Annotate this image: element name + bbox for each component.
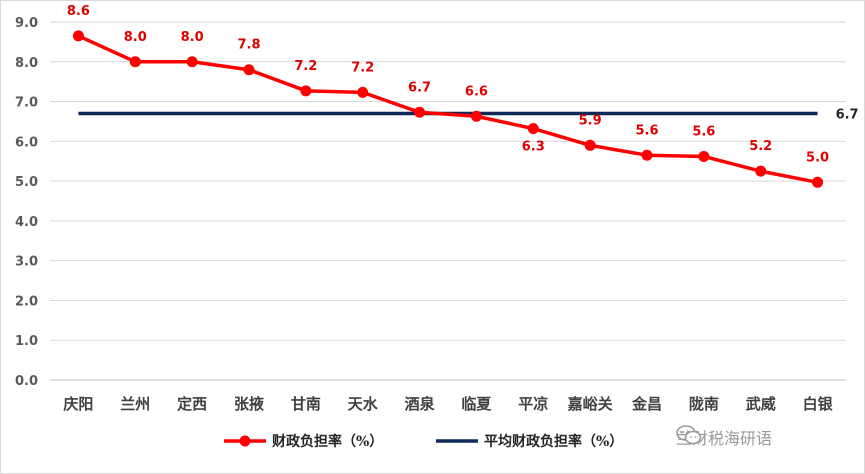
y-tick-label: 5.0	[15, 175, 38, 190]
y-tick-label: 2.0	[15, 294, 38, 309]
x-category-label: 张掖	[234, 395, 265, 413]
legend-label-average: 平均财政负担率（%）	[484, 433, 623, 450]
wechat-icon	[676, 425, 702, 445]
data-label: 7.2	[294, 59, 317, 74]
data-label: 5.6	[692, 124, 715, 139]
data-point	[357, 86, 369, 98]
y-tick-label: 0.0	[15, 374, 38, 389]
data-label: 8.6	[67, 4, 90, 19]
x-axis-categories: 庆阳 兰州 定西 张掖 甘南 天水 酒泉 临夏 平凉 嘉峪关 金昌 陇南 武威 白银	[63, 395, 833, 413]
data-label: 6.7	[408, 80, 431, 95]
x-category-label: 庆阳	[63, 395, 93, 413]
data-point	[755, 165, 767, 177]
data-point	[698, 150, 710, 162]
data-label: 7.8	[237, 38, 260, 53]
watermark: 兰财税海研语	[676, 425, 772, 449]
burden-line	[77, 34, 818, 185]
average-data-label: 6.7	[836, 107, 859, 122]
gridlines	[50, 21, 846, 381]
data-point	[129, 56, 141, 68]
data-point	[641, 149, 653, 161]
data-label: 6.6	[465, 84, 488, 99]
x-category-label: 甘南	[291, 395, 321, 413]
data-point	[812, 176, 824, 188]
y-tick-label: 4.0	[15, 215, 38, 230]
x-category-label: 定西	[177, 395, 207, 413]
legend-marker-burden	[239, 435, 251, 447]
x-category-label: 天水	[348, 395, 379, 413]
y-tick-label: 3.0	[15, 255, 38, 270]
x-category-label: 金昌	[631, 395, 662, 413]
y-tick-label: 1.0	[15, 334, 38, 349]
x-category-label: 武威	[746, 395, 776, 413]
y-tick-label: 9.0	[15, 16, 38, 31]
data-point	[72, 30, 84, 42]
data-label: 5.6	[635, 123, 658, 138]
data-label: 8.0	[181, 30, 204, 45]
y-tick-label: 8.0	[15, 56, 38, 71]
y-tick-label: 6.0	[15, 135, 38, 150]
x-category-label: 平凉	[518, 395, 548, 413]
burden-series: 8.6 8.0 8.0 7.8 7.2 7.2 6.7 6.6 6.3 5.9 5.6 5.6 5.2 5…	[67, 4, 829, 188]
data-point	[186, 56, 198, 68]
y-tick-label: 7.0	[15, 96, 38, 111]
y-axis-ticks: 0.0 1.0 2.0 3.0 4.0 5.0 6.0 7.0 8.0 9.0	[15, 16, 38, 389]
legend: 财政负担率（%） 平均财政负担率（%）	[224, 433, 623, 450]
data-point	[300, 85, 312, 97]
x-category-label: 陇南	[689, 395, 719, 413]
data-point	[527, 123, 539, 135]
legend-label-burden: 财政负担率（%）	[271, 433, 383, 450]
data-label: 5.2	[749, 139, 772, 154]
data-point	[414, 106, 426, 118]
data-point	[243, 64, 255, 76]
data-label: 8.0	[124, 30, 147, 45]
data-point	[470, 110, 482, 122]
data-label: 5.9	[579, 113, 602, 128]
x-category-label: 兰州	[120, 395, 150, 413]
data-label: 6.3	[522, 140, 545, 155]
x-category-label: 嘉峪关	[567, 395, 613, 413]
x-category-label: 白银	[803, 395, 834, 413]
data-label: 7.2	[351, 60, 374, 75]
data-point	[584, 139, 596, 151]
x-category-label: 酒泉	[405, 395, 436, 413]
x-category-label: 临夏	[461, 395, 492, 413]
watermark-text: 兰财税海研语	[676, 429, 773, 448]
data-label: 5.0	[806, 150, 829, 165]
